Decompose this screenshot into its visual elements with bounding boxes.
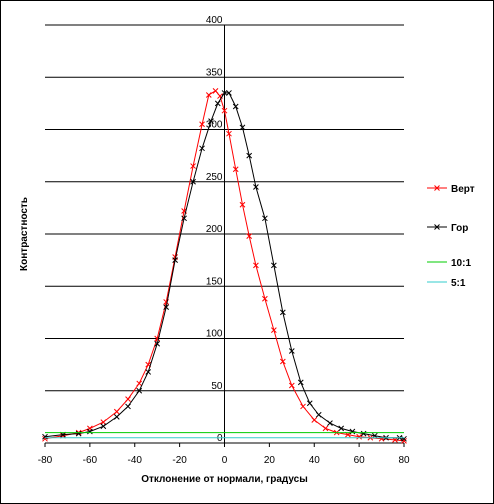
axes — [44, 25, 405, 447]
series-point — [246, 233, 253, 239]
series-point — [239, 124, 246, 131]
series-point — [87, 428, 93, 435]
y-tick-label: 400 — [206, 15, 223, 26]
series-point — [327, 420, 333, 426]
series-point — [42, 435, 48, 442]
series-point — [212, 87, 219, 94]
series-point — [338, 425, 345, 432]
legend-label-3: 5:1 — [451, 278, 466, 289]
series-point — [360, 430, 367, 437]
series-point — [288, 382, 295, 389]
legend-label-2: 10:1 — [451, 258, 471, 269]
series-point — [226, 90, 232, 96]
y-axis-title: Контрастность — [19, 197, 30, 271]
series-point — [300, 403, 306, 410]
legend-marker — [434, 185, 440, 191]
series-point — [288, 348, 295, 354]
series-point — [75, 430, 82, 437]
y-tick-label: 200 — [206, 224, 223, 235]
series-point — [42, 433, 48, 440]
series-point — [125, 403, 131, 410]
x-tick-label: 80 — [398, 455, 410, 466]
series-point — [100, 419, 107, 425]
series-point — [297, 379, 304, 386]
series-point — [113, 408, 120, 415]
x-tick-label: -20 — [172, 455, 187, 466]
y-tick-label: 250 — [206, 172, 223, 183]
series-point — [262, 295, 268, 302]
series-point — [136, 387, 143, 394]
series-line-0 — [44, 90, 405, 442]
x-tick-label: 0 — [222, 455, 228, 466]
x-tick-label: -60 — [83, 455, 98, 466]
series-point — [401, 438, 407, 444]
x-tick-label: 40 — [309, 455, 321, 466]
series-point — [125, 396, 131, 402]
series-point — [190, 163, 196, 169]
series-point — [100, 423, 107, 430]
series-point — [199, 145, 205, 152]
series-point — [349, 428, 356, 435]
x-axis-title: Отклонение от нормали, градусы — [141, 474, 308, 485]
tick-labels: 0 50 100 150 200 250 300 350 400 -80 -60 -40 -20 0 20 4… — [38, 15, 410, 466]
y-tick-label: 300 — [206, 120, 223, 131]
series-point — [205, 92, 212, 98]
series-point — [239, 201, 246, 208]
series-point — [279, 358, 286, 365]
y-tick-label: 100 — [206, 329, 223, 340]
series-point — [190, 178, 196, 185]
series-point — [208, 118, 214, 124]
series-point — [246, 152, 253, 159]
series-point — [315, 411, 322, 418]
series-point — [401, 435, 407, 442]
series-point — [163, 304, 170, 311]
x-tick-label: 60 — [354, 455, 366, 466]
series-point — [214, 100, 221, 107]
series-point — [172, 257, 178, 263]
series-point — [271, 262, 277, 269]
series-point — [181, 215, 187, 222]
series-point — [226, 130, 232, 137]
x-tick-label: -80 — [38, 455, 53, 466]
series-point — [356, 433, 362, 440]
series-point — [262, 215, 268, 222]
series-point — [253, 184, 259, 190]
series-point — [279, 309, 286, 316]
series-point — [271, 327, 277, 333]
series-point — [253, 262, 259, 269]
series-point — [154, 340, 161, 347]
series-point — [221, 107, 228, 114]
legend-label-0: Верт — [451, 184, 475, 195]
x-tick-label: -40 — [128, 455, 143, 466]
series-point — [145, 369, 152, 375]
y-tick-label: 50 — [211, 381, 223, 392]
legend-label-1: Гор — [451, 223, 468, 234]
series-point — [136, 380, 143, 387]
series-point — [221, 90, 228, 96]
legend-marker — [434, 224, 440, 230]
series-point — [322, 425, 329, 432]
series-point — [232, 103, 239, 110]
series-group — [42, 87, 407, 444]
series-line-1 — [44, 92, 405, 440]
y-tick-label: 150 — [206, 276, 223, 287]
series-point — [113, 414, 120, 420]
y-tick-label: 350 — [206, 67, 223, 78]
x-tick-label: 20 — [264, 455, 276, 466]
series-point — [306, 400, 313, 407]
legend: Верт Гор 10:1 5:1 — [427, 184, 475, 289]
y-tick-label: 0 — [217, 433, 223, 444]
series-point — [311, 417, 318, 423]
series-point — [232, 166, 239, 173]
series-point — [199, 121, 205, 128]
